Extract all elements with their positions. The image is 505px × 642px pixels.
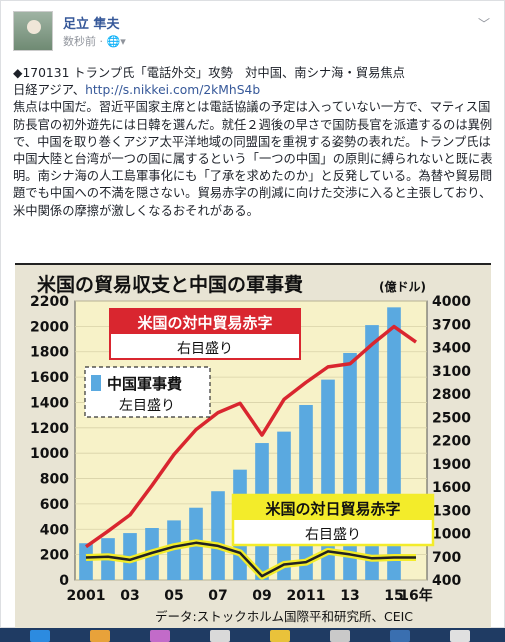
app-icon-5[interactable] bbox=[390, 630, 410, 642]
legend-china-deficit-header bbox=[110, 309, 300, 334]
legend-military-swatch bbox=[91, 375, 101, 391]
x-tick-label-4: 09 bbox=[252, 588, 271, 604]
left-tick-label-8: 1600 bbox=[30, 370, 69, 386]
legend-japan-deficit-axis: 右目盛り bbox=[305, 527, 361, 543]
left-tick-label-7: 1400 bbox=[30, 395, 69, 411]
chevron-down-icon[interactable]: ﹀ bbox=[477, 17, 490, 31]
meta-separator: · bbox=[99, 35, 104, 48]
right-tick-label-4: 1600 bbox=[432, 480, 471, 496]
x-tick-label-8: 16年 bbox=[399, 587, 432, 604]
right-tick-label-5: 1900 bbox=[432, 457, 471, 473]
right-tick-label-2: 1000 bbox=[432, 527, 471, 543]
ie-icon[interactable] bbox=[30, 630, 50, 642]
right-tick-label-6: 2200 bbox=[432, 434, 471, 450]
series-2-line bbox=[85, 541, 416, 578]
app-icon-4[interactable] bbox=[330, 630, 350, 642]
series-1-line bbox=[84, 324, 418, 549]
right-tick-label-12: 4000 bbox=[432, 294, 471, 310]
legend-military-box bbox=[84, 366, 211, 418]
left-tick-label-10: 2000 bbox=[30, 319, 69, 335]
x-tick-label-2: 05 bbox=[164, 588, 183, 604]
globe-icon[interactable]: 🌐▾ bbox=[106, 35, 126, 48]
post-link-line: 日経アジア、http://s.nikkei.com/2kMhS4b bbox=[13, 82, 493, 99]
left-tick-label-9: 1800 bbox=[30, 345, 69, 361]
right-tick-label-0: 400 bbox=[432, 573, 461, 589]
x-tick-label-1: 03 bbox=[120, 588, 139, 604]
right-tick-label-10: 3400 bbox=[432, 341, 471, 357]
x-tick-label-5: 2011 bbox=[287, 588, 326, 604]
avatar[interactable] bbox=[13, 11, 53, 51]
left-tick-label-3: 600 bbox=[40, 497, 69, 513]
chart-source: データ:ストックホルム国際平和研究所、CEIC bbox=[155, 609, 413, 624]
x-tick-label-3: 07 bbox=[208, 588, 227, 604]
x-tick-label-7: 15 bbox=[384, 588, 403, 604]
post-body: 焦点は中国だ。習近平国家主席とは電話協議の予定は入っていない一方で、マティス国防… bbox=[13, 100, 493, 218]
taskbar bbox=[0, 628, 505, 642]
left-tick-label-2: 400 bbox=[40, 522, 69, 538]
right-tick-label-9: 3100 bbox=[432, 364, 471, 380]
post-headline: ◆170131 トランプ氏「電話外交」攻勢 対中国、南シナ海・貿易焦点 bbox=[13, 66, 405, 80]
post-meta: 数秒前 · 🌐▾ bbox=[63, 33, 126, 49]
left-tick-label-0: 0 bbox=[59, 573, 69, 589]
x-tick-label-0: 2001 bbox=[67, 588, 106, 604]
app-icon-6[interactable] bbox=[450, 630, 470, 642]
left-tick-label-5: 1000 bbox=[30, 446, 69, 462]
folder-icon[interactable] bbox=[90, 630, 110, 642]
chart-unit: (億ドル) bbox=[379, 279, 426, 294]
bar-2007 bbox=[211, 491, 225, 580]
app-icon[interactable] bbox=[150, 630, 170, 642]
chart-svg: 米国の貿易収支と中国の軍事費 (億ドル) 0 200 400 600 800 1000 1200… bbox=[30, 273, 471, 624]
legend-japan-deficit-label: 米国の対日貿易赤字 bbox=[265, 500, 400, 518]
chart-title: 米国の貿易収支と中国の軍事費 bbox=[37, 273, 303, 296]
legend-military-label: 中国軍事費 bbox=[107, 375, 182, 393]
legend-military-axis: 左目盛り bbox=[119, 398, 175, 414]
article-link[interactable]: http://s.nikkei.com/2kMhS4b bbox=[85, 83, 261, 98]
right-tick-label-1: 700 bbox=[432, 550, 461, 566]
left-tick-label-11: 2200 bbox=[30, 294, 69, 310]
left-tick-label-1: 200 bbox=[40, 548, 69, 564]
app-icon-2[interactable] bbox=[210, 630, 230, 642]
left-tick-label-6: 1200 bbox=[30, 421, 69, 437]
bar-2001 bbox=[79, 543, 93, 580]
x-tick-label-6: 13 bbox=[340, 588, 359, 604]
link-prefix: 日経アジア、 bbox=[13, 83, 86, 98]
chart-image[interactable]: 米国の貿易収支と中国の軍事費 (億ドル) 0 200 400 600 800 1000 1200… bbox=[15, 263, 491, 631]
right-tick-label-3: 1300 bbox=[432, 503, 471, 519]
right-tick-label-8: 2800 bbox=[432, 387, 471, 403]
legend-china-deficit-axis: 右目盛り bbox=[177, 341, 233, 357]
app-icon-3[interactable] bbox=[270, 630, 290, 642]
post-text: ◆170131 トランプ氏「電話外交」攻勢 対中国、南シナ海・貿易焦点 日経アジ… bbox=[13, 65, 493, 220]
timestamp[interactable]: 数秒前 bbox=[63, 35, 96, 48]
legend-china-deficit-label: 米国の対中貿易赤字 bbox=[137, 314, 272, 332]
author-name[interactable]: 足立 隼夫 bbox=[63, 17, 120, 32]
left-tick-label-4: 800 bbox=[40, 472, 69, 488]
legend-japan-deficit-header bbox=[233, 495, 433, 520]
right-tick-label-11: 3700 bbox=[432, 317, 471, 333]
bar-2011 bbox=[299, 404, 313, 580]
right-tick-label-7: 2500 bbox=[432, 410, 471, 426]
